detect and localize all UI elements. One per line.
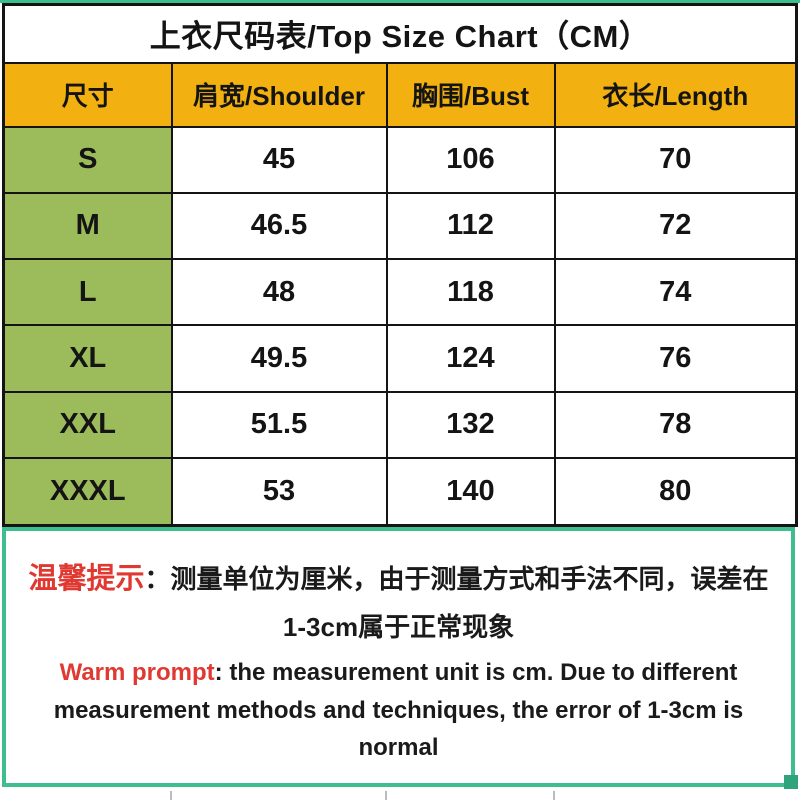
shoulder-value: 45 <box>170 125 388 194</box>
warm-prompt-box: 温馨提示：测量单位为厘米，由于测量方式和手法不同，误差在1-3cm属于正常现象 … <box>2 527 795 787</box>
table-row-m: M 46.5 112 72 <box>2 191 798 261</box>
bust-value: 118 <box>385 258 556 327</box>
next-table-divider <box>170 791 172 800</box>
bust-value: 124 <box>385 324 556 393</box>
length-value: 74 <box>553 258 798 327</box>
table-row-l: L 48 118 74 <box>2 258 798 327</box>
size-cell: L <box>2 258 173 327</box>
header-row: 尺寸 肩宽/Shoulder 胸围/Bust 衣长/Length <box>2 61 798 128</box>
warm-prompt-label-en: Warm prompt <box>59 659 215 687</box>
shoulder-value: 51.5 <box>170 390 388 460</box>
next-table-divider <box>553 791 555 800</box>
column-header-size: 尺寸 <box>2 61 173 128</box>
length-value: 70 <box>553 125 798 194</box>
table-row-xl: XL 49.5 124 76 <box>2 324 798 393</box>
length-value: 80 <box>553 457 798 527</box>
warm-prompt-label-cn: 温馨提示 <box>28 563 145 596</box>
next-table-divider <box>385 791 387 800</box>
corner-handle <box>784 775 798 789</box>
shoulder-value: 46.5 <box>170 191 388 261</box>
title-row: 上衣尺码表/Top Size Chart（CM） <box>2 3 798 64</box>
warm-prompt-cn: 温馨提示：测量单位为厘米，由于测量方式和手法不同，误差在1-3cm属于正常现象 <box>19 554 779 650</box>
bust-value: 112 <box>385 191 556 261</box>
size-cell: XXL <box>2 390 173 460</box>
column-header-shoulder: 肩宽/Shoulder <box>170 61 388 128</box>
table-row-xxxl: XXXL 53 140 80 <box>2 457 798 527</box>
bust-value: 132 <box>385 390 556 460</box>
bust-value: 140 <box>385 457 556 527</box>
shoulder-value: 49.5 <box>170 324 388 393</box>
shoulder-value: 48 <box>170 258 388 327</box>
column-header-length: 衣长/Length <box>553 61 798 128</box>
size-cell: XXXL <box>2 457 173 527</box>
column-header-bust: 胸围/Bust <box>385 61 556 128</box>
size-cell: XL <box>2 324 173 393</box>
table-row-xxl: XXL 51.5 132 78 <box>2 390 798 460</box>
shoulder-value: 53 <box>170 457 388 527</box>
size-cell: M <box>2 191 173 261</box>
table-row-s: S 45 106 70 <box>2 125 798 194</box>
warm-prompt-en: Warm prompt: the measurement unit is cm.… <box>14 654 783 766</box>
size-cell: S <box>2 125 173 194</box>
length-value: 78 <box>553 390 798 460</box>
length-value: 76 <box>553 324 798 393</box>
top-section-divider <box>0 0 800 3</box>
warm-prompt-text-en: : the measurement unit is cm. Due to dif… <box>53 659 744 761</box>
page-title: 上衣尺码表/Top Size Chart（CM） <box>2 3 798 64</box>
bust-value: 106 <box>385 125 556 194</box>
size-chart-table: 上衣尺码表/Top Size Chart（CM） 尺寸 肩宽/Shoulder … <box>2 3 799 527</box>
warm-prompt-text-cn: ：测量单位为厘米，由于测量方式和手法不同，误差在1-3cm属于正常现象 <box>144 564 769 642</box>
length-value: 72 <box>553 191 798 261</box>
